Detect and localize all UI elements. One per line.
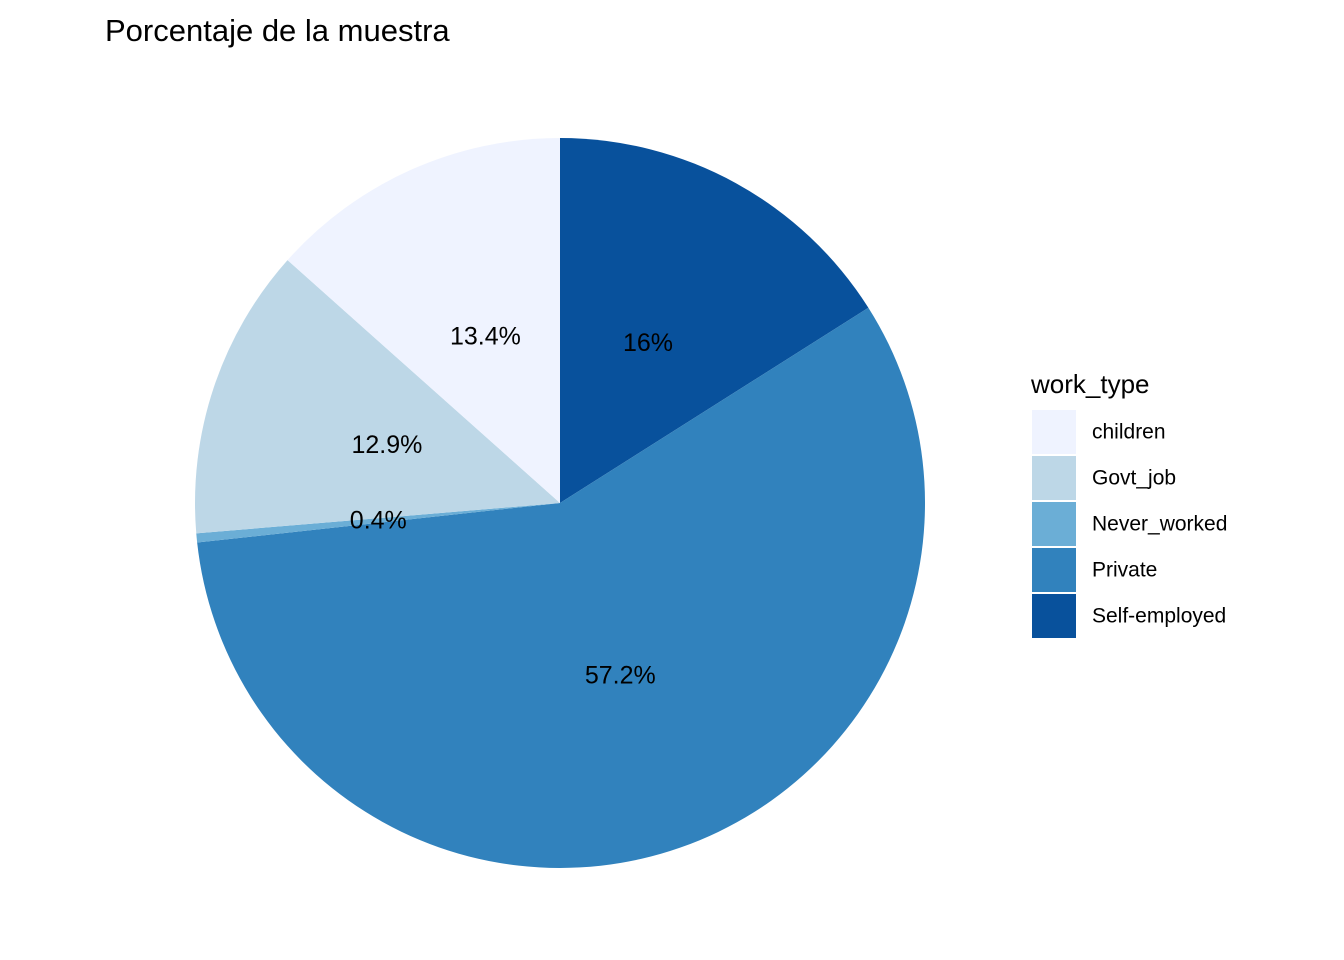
legend-label-never-worked: Never_worked [1092,513,1227,536]
legend-key-self-employed [1032,594,1076,638]
legend-key-private [1032,548,1076,592]
pie-slice-labels: 16% 57.2% 0.4% 12.9% 13.4% [350,323,673,690]
legend-item-private: Private [1032,548,1157,592]
pie-slice-never-worked [196,503,560,543]
legend-label-children: children [1092,421,1166,444]
legend-item-never-worked: Never_worked [1032,502,1227,546]
slice-label-govt-job: 12.9% [351,431,422,459]
legend-key-never-worked [1032,502,1076,546]
legend-label-govt-job: Govt_job [1092,467,1176,490]
legend-label-self-employed: Self-employed [1092,605,1226,628]
legend-label-private: Private [1092,559,1157,582]
legend: work_type children Govt_job Never_worked Pr… [1030,369,1227,638]
legend-item-self-employed: Self-employed [1032,594,1226,638]
slice-label-never-worked: 0.4% [350,507,407,535]
legend-item-children: children [1032,410,1166,454]
pie-slice-children [287,138,560,503]
pie-slice-govt-job [195,260,560,534]
legend-item-govt-job: Govt_job [1032,456,1176,500]
legend-items: children Govt_job Never_worked Private Self-… [1032,410,1227,638]
pie-slice-self-employed [560,138,869,503]
legend-key-govt-job [1032,456,1076,500]
slice-label-children: 13.4% [450,323,521,351]
slice-label-self-employed: 16% [623,329,673,357]
chart-title: Porcentaje de la muestra [105,13,450,48]
slice-label-private: 57.2% [585,661,656,689]
pie-slices [195,138,926,868]
legend-key-children [1032,410,1076,454]
pie-slice-private [197,307,926,868]
legend-title: work_type [1030,369,1150,399]
